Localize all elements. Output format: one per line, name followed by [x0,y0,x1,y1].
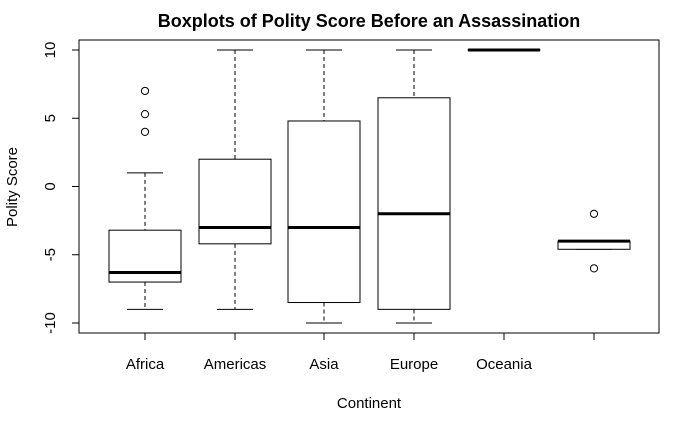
x-axis: Africa Americas Asia Europe Oceania [126,332,595,373]
y-tick-label: -10 [42,312,59,334]
box-americas [198,49,272,310]
y-tick-label: -5 [42,248,59,261]
box-unlabeled [557,209,631,273]
y-axis-label: Polity Score [4,147,21,227]
x-tick-label: Americas [204,356,267,373]
y-axis: -10 -5 0 5 10 [42,42,80,334]
iqr-box [108,229,182,283]
outlier-point [140,127,150,136]
outlier-point [140,110,150,119]
x-tick-label: Europe [390,356,438,373]
iqr-box [198,158,272,245]
box-europe [377,49,451,324]
iqr-box [377,97,451,310]
box-asia [287,49,361,324]
x-tick-label: Oceania [476,356,533,373]
chart-title: Boxplots of Polity Score Before an Assas… [158,11,580,31]
x-tick-label: Asia [309,356,339,373]
x-tick-label: Africa [126,356,165,373]
box-africa [108,86,182,310]
y-tick-label: 0 [42,182,59,190]
iqr-box [287,120,361,304]
y-tick-label: 5 [42,114,59,122]
plot-frame [78,39,660,334]
outlier-point [140,86,150,96]
x-axis-label: Continent [337,395,402,412]
boxes-group [108,48,631,324]
outlier-point [589,209,599,218]
outlier-point [589,264,599,273]
y-tick-label: 10 [42,42,59,59]
